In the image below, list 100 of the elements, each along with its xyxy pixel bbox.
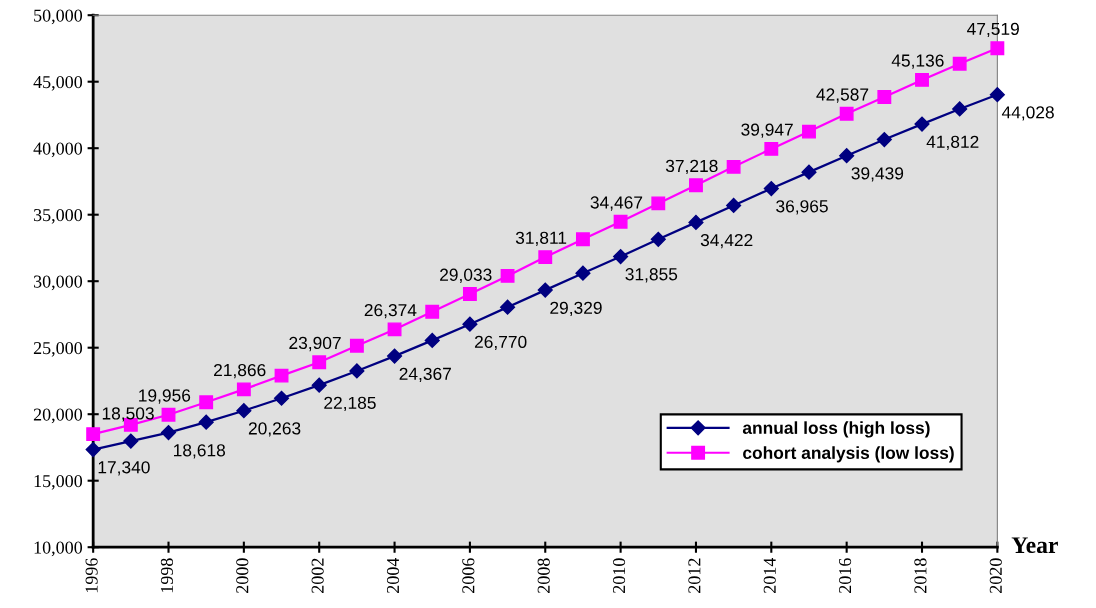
y-tick-label: 10,000 [34, 541, 83, 557]
point [236, 403, 252, 419]
point [952, 101, 968, 117]
point [726, 159, 741, 174]
x-tick-label: 1996 [85, 558, 98, 593]
point [273, 390, 290, 406]
point [876, 131, 892, 148]
data-label: 47,519 [967, 22, 1019, 38]
point [500, 299, 516, 315]
data-label: 29,033 [440, 268, 492, 283]
data-label: 19,956 [139, 389, 191, 404]
point [914, 116, 930, 132]
point [613, 248, 629, 265]
y-tick-label: 40,000 [33, 142, 83, 158]
legend-label: annual loss (high loss) [742, 421, 930, 438]
point [198, 414, 214, 430]
point [462, 316, 478, 332]
point [990, 41, 1005, 56]
point [462, 287, 477, 302]
point [386, 348, 403, 364]
data-label: 37,218 [665, 159, 718, 175]
data-label: 20,263 [248, 422, 301, 437]
x-axis-title: Year [1011, 537, 1058, 554]
x-tick-label: 2006 [462, 558, 475, 593]
point [160, 425, 177, 441]
y-tick-label: 30,000 [33, 275, 83, 291]
point [575, 232, 590, 247]
point [651, 196, 666, 211]
x-tick-label: 2010 [612, 558, 626, 593]
point [801, 164, 817, 180]
point [312, 355, 327, 370]
x-tick-label: 2008 [537, 558, 550, 593]
data-label: 21,866 [214, 363, 266, 379]
point [802, 124, 816, 139]
data-label: 34,422 [700, 233, 753, 249]
data-label: 39,439 [851, 167, 904, 182]
x-tick-label: 2000 [236, 558, 249, 593]
y-tick-label: 35,000 [33, 208, 83, 224]
point [236, 382, 251, 397]
data-label: 45,136 [891, 54, 944, 69]
data-label: 41,812 [926, 135, 979, 151]
data-label: 26,770 [474, 335, 527, 351]
x-tick-label: 2012 [688, 558, 701, 593]
point [199, 395, 214, 410]
point [839, 148, 855, 164]
point [161, 407, 176, 422]
x-tick-label: 2014 [763, 557, 776, 593]
point [763, 180, 779, 197]
point [726, 197, 742, 213]
y-tick-label: 15,000 [34, 474, 83, 490]
point [86, 427, 101, 442]
point [424, 332, 440, 348]
point [274, 368, 289, 383]
y-tick-label: 25,000 [33, 341, 83, 357]
point [989, 87, 1005, 103]
point [688, 214, 704, 230]
x-tick-label: 1998 [160, 558, 174, 593]
data-label: 36,965 [776, 200, 828, 215]
data-label: 17,340 [98, 461, 150, 476]
y-tick-label: 45,000 [33, 75, 83, 91]
point [689, 178, 703, 193]
legend-label: cohort analysis (low loss) [743, 446, 954, 463]
point [425, 304, 440, 319]
x-tick-label: 2018 [914, 558, 927, 593]
x-tick-label: 2016 [838, 558, 852, 593]
data-label: 42,587 [816, 88, 869, 103]
data-label: 18,618 [174, 444, 226, 459]
x-tick-label: 2004 [386, 557, 400, 593]
point [877, 90, 892, 104]
data-label: 23,907 [289, 336, 341, 352]
data-label: 39,947 [741, 123, 793, 138]
x-tick-label: 2020 [989, 558, 1002, 593]
data-label: 44,028 [1001, 106, 1054, 121]
data-label: 22,185 [324, 396, 376, 412]
point [764, 141, 779, 156]
point [839, 106, 854, 121]
data-label: 31,855 [625, 268, 678, 283]
data-label: 29,329 [550, 301, 602, 317]
point [575, 265, 591, 281]
point [85, 442, 101, 458]
y-tick-label: 20,000 [33, 408, 83, 424]
data-label: 24,367 [399, 367, 451, 383]
point [952, 56, 967, 71]
point [387, 322, 402, 337]
point [123, 433, 139, 449]
point [349, 338, 364, 353]
data-label: 26,374 [364, 303, 417, 319]
data-label: 31,811 [515, 231, 567, 247]
data-label: 34,467 [590, 196, 643, 211]
point [613, 214, 628, 229]
point [349, 363, 365, 379]
point [650, 231, 666, 247]
point [311, 377, 327, 393]
point [915, 72, 929, 87]
point [538, 250, 553, 265]
point [537, 282, 553, 298]
data-label: 18,503 [102, 407, 154, 422]
point [500, 268, 515, 283]
x-tick-label: 2002 [311, 558, 324, 593]
y-tick-label: 50,000 [34, 9, 83, 25]
